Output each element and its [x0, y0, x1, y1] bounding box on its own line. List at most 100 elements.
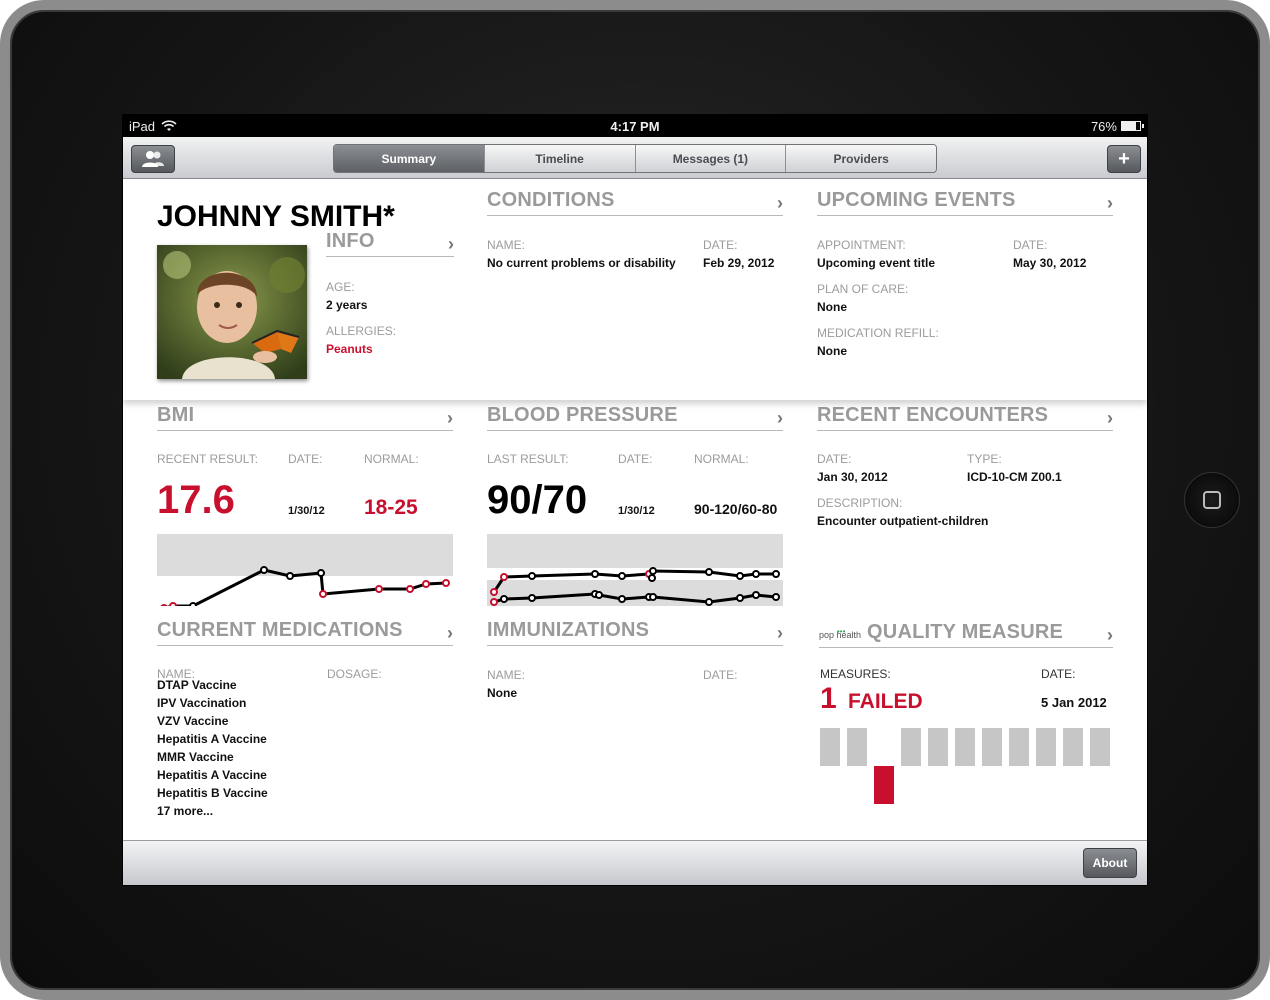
- age-value: 2 years: [326, 298, 368, 312]
- bp-normal: 90-120/60-80: [694, 501, 778, 517]
- medications-header[interactable]: CURRENT MEDICATIONS ›: [157, 619, 453, 646]
- bmi-result-label: RECENT RESULT:: [157, 452, 258, 466]
- chevron-right-icon: ›: [777, 408, 783, 428]
- failed-status: FAILED: [848, 690, 923, 713]
- people-icon: [142, 151, 164, 167]
- medication-item[interactable]: DTAP Vaccine: [157, 678, 237, 692]
- chart-point: [160, 604, 168, 606]
- passed-measure-bar: [1009, 728, 1029, 766]
- chart-point: [528, 594, 536, 602]
- blood-pressure-title: BLOOD PRESSURE: [487, 404, 678, 426]
- logo-dots-icon: •••: [837, 627, 846, 636]
- upcoming-events-header[interactable]: UPCOMING EVENTS ›: [817, 189, 1113, 216]
- chart-point: [705, 568, 713, 576]
- add-button[interactable]: +: [1107, 145, 1141, 173]
- medication-item[interactable]: Hepatitis B Vaccine: [157, 786, 268, 800]
- chevron-right-icon: ›: [448, 234, 454, 254]
- appointment-value: Upcoming event title: [817, 256, 936, 270]
- condition-date: Feb 29, 2012: [703, 256, 775, 270]
- conditions-title: CONDITIONS: [487, 189, 615, 211]
- chart-point: [189, 602, 197, 606]
- tab-messages[interactable]: Messages (1): [635, 145, 787, 172]
- allergies-label: ALLERGIES:: [326, 324, 397, 338]
- chevron-right-icon: ›: [1107, 625, 1113, 645]
- quality-measure-title: QUALITY MEASURE: [867, 621, 1064, 643]
- app-screen: iPad 4:17 PM 76% Summary Timeline Messag…: [122, 114, 1148, 886]
- patient-summary-panel: JOHNNY SMITH*: [123, 180, 1147, 400]
- passed-measure-bar: [1063, 728, 1083, 766]
- bmi-normal-band: [157, 534, 453, 576]
- chart-point: [422, 580, 430, 588]
- allergies-value: Peanuts: [326, 342, 373, 356]
- chart-point: [319, 590, 327, 598]
- chart-point: [736, 594, 744, 602]
- chart-point: [375, 585, 383, 593]
- bmi-sparkline: [157, 534, 453, 606]
- tab-providers[interactable]: Providers: [786, 145, 936, 172]
- chevron-right-icon: ›: [1107, 408, 1113, 428]
- tab-timeline[interactable]: Timeline: [484, 145, 636, 172]
- recent-encounters-header[interactable]: RECENT ENCOUNTERS ›: [817, 404, 1113, 431]
- plus-icon: +: [1118, 147, 1130, 170]
- clock: 4:17 PM: [610, 118, 660, 134]
- chevron-right-icon: ›: [447, 408, 453, 428]
- blood-pressure-header[interactable]: BLOOD PRESSURE ›: [487, 404, 783, 431]
- more-medications-link[interactable]: 17 more...: [157, 804, 214, 818]
- bmi-header[interactable]: BMI ›: [157, 404, 453, 431]
- chart-point: [618, 572, 626, 580]
- medication-dosage-label: DOSAGE:: [327, 667, 382, 681]
- immunization-date-label: DATE:: [703, 668, 738, 682]
- medication-item[interactable]: MMR Vaccine: [157, 750, 234, 764]
- passed-measure-bar: [928, 728, 948, 766]
- medication-item[interactable]: Hepatitis A Vaccine: [157, 732, 267, 746]
- chart-point: [500, 573, 508, 581]
- home-square-icon: [1203, 491, 1221, 509]
- chart-point: [528, 572, 536, 580]
- nav-bar: Summary Timeline Messages (1) Providers …: [123, 137, 1147, 179]
- tab-summary[interactable]: Summary: [334, 145, 485, 172]
- quality-date: 5 Jan 2012: [1041, 695, 1107, 710]
- chart-point: [406, 585, 414, 593]
- failed-measure-bar: [874, 766, 894, 804]
- medication-refill-value: None: [817, 344, 847, 358]
- main-tabs: Summary Timeline Messages (1) Providers: [333, 144, 937, 173]
- pophealth-logo: pop health •••: [819, 627, 862, 640]
- condition-date-label: DATE:: [703, 238, 738, 252]
- about-button[interactable]: About: [1083, 848, 1137, 878]
- medication-item[interactable]: IPV Vaccination: [157, 696, 247, 710]
- bp-sparkline: [487, 534, 783, 606]
- quality-measure-header[interactable]: pop health ••• QUALITY MEASURE ›: [819, 621, 1113, 648]
- bp-result: 90/70: [487, 478, 588, 522]
- battery-percent: 76%: [1090, 118, 1117, 134]
- plan-of-care-label: PLAN OF CARE:: [817, 282, 909, 296]
- bottom-toolbar: About: [123, 840, 1147, 885]
- medication-item[interactable]: Hepatitis A Vaccine: [157, 768, 267, 782]
- medication-item[interactable]: VZV Vaccine: [157, 714, 229, 728]
- chart-point: [752, 591, 760, 599]
- info-header[interactable]: INFO ›: [326, 230, 454, 257]
- measures-label: MEASURES:: [820, 667, 891, 681]
- chart-point: [618, 595, 626, 603]
- plan-of-care-value: None: [817, 300, 847, 314]
- home-button[interactable]: [1184, 472, 1240, 528]
- conditions-header[interactable]: CONDITIONS ›: [487, 189, 783, 216]
- chevron-right-icon: ›: [777, 193, 783, 213]
- chevron-right-icon: ›: [777, 623, 783, 643]
- medication-list: DTAP Vaccine IPV Vaccination VZV Vaccine…: [157, 676, 268, 820]
- bmi-normal: 18-25: [364, 496, 418, 519]
- encounter-date: Jan 30, 2012: [817, 470, 888, 484]
- encounter-date-label: DATE:: [817, 452, 852, 466]
- bp-date-label: DATE:: [618, 452, 653, 466]
- bp-date: 1/30/12: [618, 505, 655, 517]
- appointment-date-label: DATE:: [1013, 238, 1048, 252]
- patients-button[interactable]: [131, 145, 175, 173]
- chart-point: [649, 593, 657, 601]
- chevron-right-icon: ›: [447, 623, 453, 643]
- chart-point: [490, 588, 498, 596]
- immunization-name: None: [487, 686, 517, 700]
- device-label: iPad: [129, 118, 156, 134]
- immunizations-header[interactable]: IMMUNIZATIONS ›: [487, 619, 783, 646]
- passed-measure-bar: [982, 728, 1002, 766]
- chart-point: [595, 591, 603, 599]
- encounter-description: Encounter outpatient-children: [817, 514, 989, 528]
